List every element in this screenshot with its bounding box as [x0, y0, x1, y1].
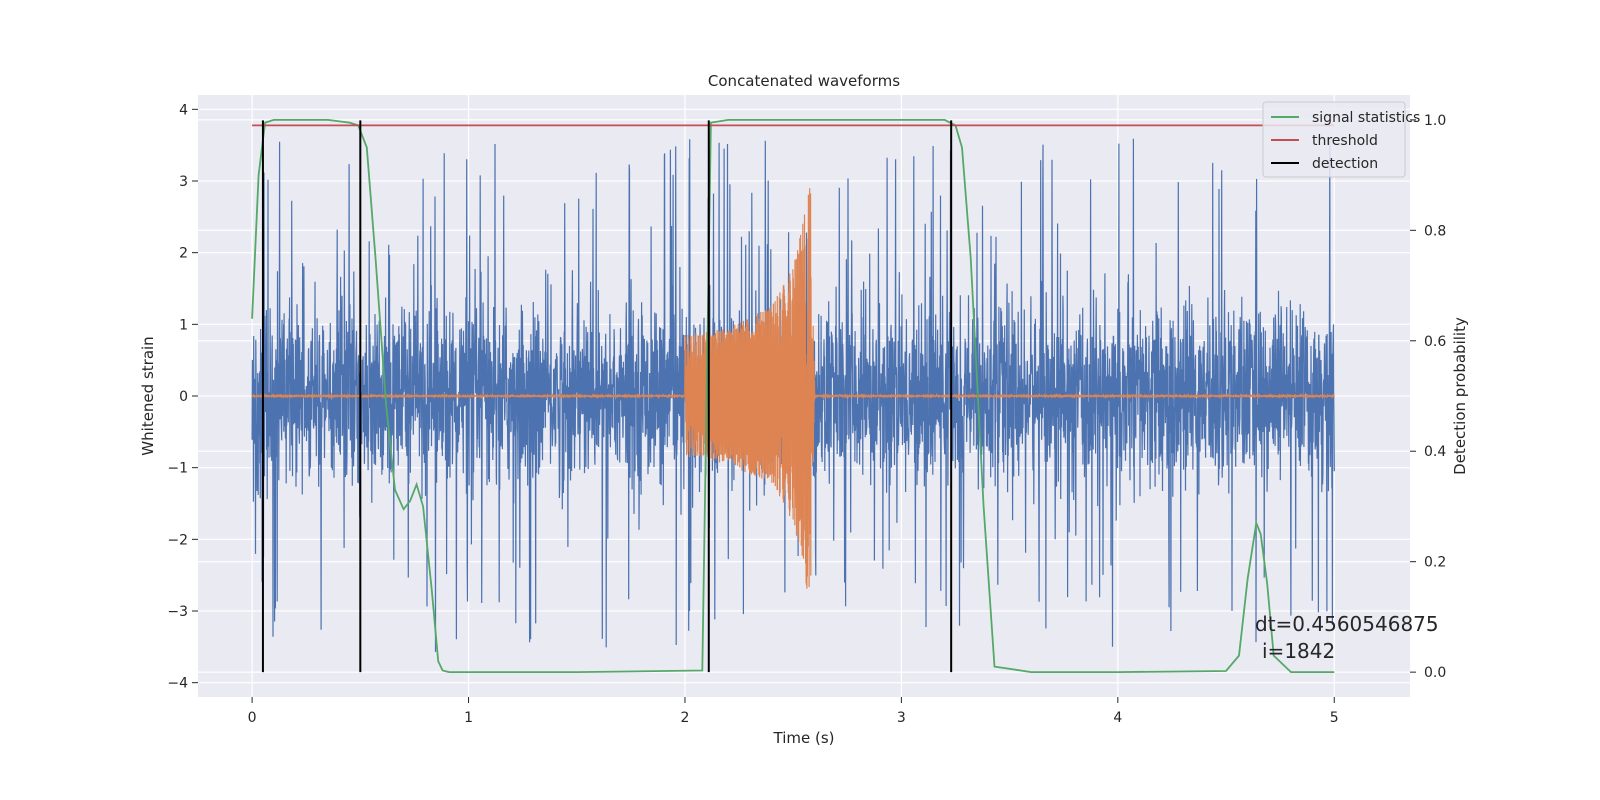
legend: signal statistics threshold detection — [1262, 101, 1420, 178]
y-tick-label: 3 — [179, 174, 188, 190]
legend-label-threshold: threshold — [1312, 133, 1378, 149]
y-tick-label: −1 — [167, 461, 188, 477]
y-tick-label: −3 — [167, 604, 188, 620]
y2-tick-label: 0.8 — [1424, 223, 1446, 239]
y-tick-label: −4 — [167, 676, 188, 692]
injection-line — [251, 188, 1335, 589]
x-tick-label: 1 — [464, 710, 473, 726]
x-tick-label: 5 — [1330, 710, 1339, 726]
y-axis-label: Whitened strain — [139, 336, 157, 455]
y2-tick-label: 1.0 — [1424, 113, 1446, 129]
y2-tick-label: 0.6 — [1424, 334, 1446, 350]
x-tick-label: 4 — [1113, 710, 1122, 726]
y-tick-label: −2 — [167, 532, 188, 548]
legend-box — [1262, 101, 1406, 178]
y2-axis-label: Detection probability — [1451, 317, 1469, 475]
annotation-dt: dt=0.4560546875 — [1255, 612, 1439, 636]
x-tick-label: 3 — [897, 710, 906, 726]
annotation-index: i=1842 — [1262, 639, 1335, 663]
x-axis-label: Time (s) — [773, 729, 835, 747]
chart-title: Concatenated waveforms — [708, 72, 900, 90]
injection-waveform — [251, 188, 1335, 589]
axis-layer: 0 1 2 3 4 5 4 3 2 1 0 −1 −2 −3 −4 1.0 0.8 0.6 0.4 0.2 0.0 — [167, 102, 1446, 726]
y2-tick-label: 0.4 — [1424, 444, 1446, 460]
legend-label-detection: detection — [1312, 156, 1378, 172]
y-tick-label: 4 — [179, 102, 188, 118]
y-tick-label: 1 — [179, 317, 188, 333]
x-tick-label: 0 — [248, 710, 257, 726]
detection-lines — [261, 120, 953, 673]
y2-tick-label: 0.2 — [1424, 555, 1446, 571]
y-tick-label: 2 — [179, 246, 188, 262]
y2-tick-label: 0.0 — [1424, 665, 1446, 681]
x-tick-label: 2 — [681, 710, 690, 726]
legend-label-signal-statistics: signal statistics — [1312, 110, 1420, 126]
y-tick-label: 0 — [179, 389, 188, 405]
